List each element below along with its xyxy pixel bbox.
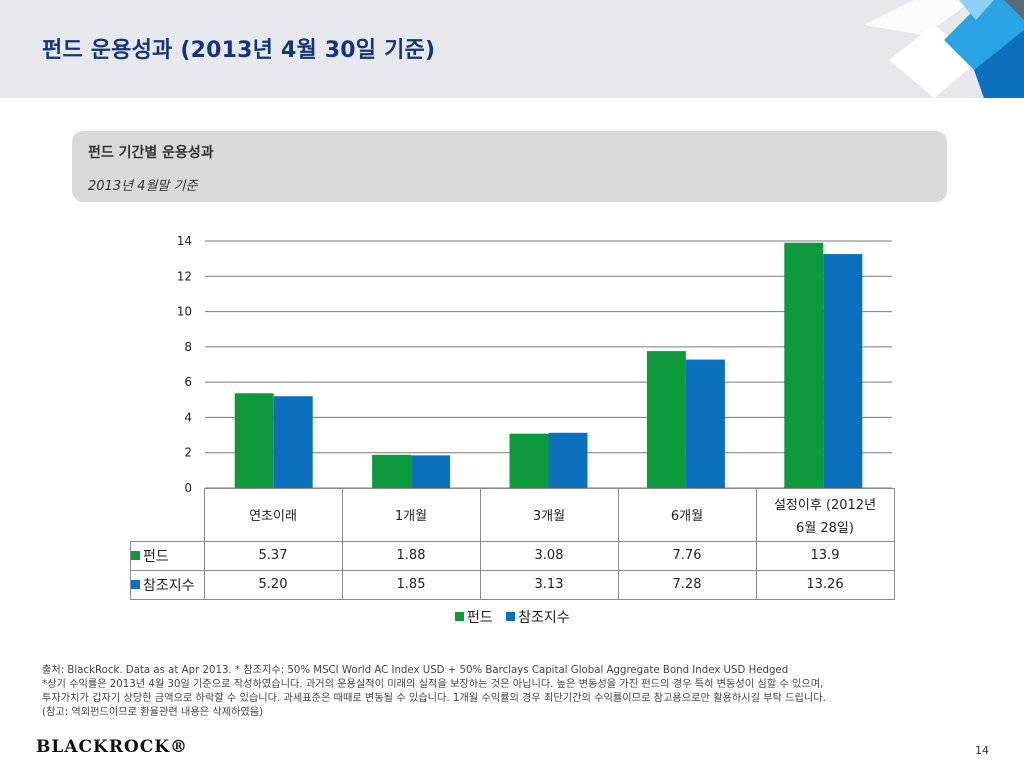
- bar-fund: [509, 433, 549, 488]
- bar-index: [411, 455, 451, 488]
- table-cell: 1.85: [341, 569, 481, 600]
- blackrock-logo: BLACKROCK®: [36, 737, 189, 757]
- footnote-line: *상기 수익률은 2013년 4월 30일 기준으로 작성하였습니다. 과거의 …: [42, 679, 824, 690]
- subtitle-panel: 펀드 기간별 운용성과 2013년 4월말 기준: [72, 131, 947, 202]
- table-cell: 1.88: [341, 540, 481, 571]
- legend-item-fund: 펀드: [455, 610, 493, 626]
- bar-index: [548, 432, 588, 488]
- table-cell: 5.20: [203, 569, 343, 600]
- fund-legend-icon: [455, 612, 464, 621]
- category-label: 연초이래: [249, 509, 297, 525]
- category-label: 3개월: [532, 509, 566, 525]
- table-header-cell: 설정이후 (2012년 6월 28일): [755, 488, 895, 542]
- y-tick-label: 4: [184, 410, 192, 424]
- bar-fund: [646, 351, 686, 488]
- category-label: 1개월: [394, 509, 428, 525]
- chart-legend: 펀드 참조지수: [455, 607, 570, 627]
- footnote-line: 투자가치가 갑자기 상당한 금액으로 하락할 수 있습니다. 과세표준은 때때로…: [42, 693, 826, 704]
- legend-item-index: 참조지수: [506, 610, 570, 626]
- category-label: 설정이후 (2012년: [773, 497, 877, 513]
- table-row-index: 참조지수 5.20 1.85 3.13 7.28 13.26: [130, 569, 895, 600]
- bar-index: [685, 359, 725, 488]
- performance-data-table: 연초이래 1개월 3개월 6개월 설정이후 (2012년 6월 28일) 펀드 5…: [130, 488, 895, 600]
- bar-index: [823, 254, 863, 488]
- index-swatch-icon: [131, 579, 140, 589]
- bar-fund: [372, 454, 412, 488]
- category-label: 6월 28일): [796, 520, 854, 536]
- table-cell: 5.37: [203, 540, 343, 571]
- table-row-fund: 펀드 5.37 1.88 3.08 7.76 13.9: [130, 540, 895, 571]
- table-cell: 7.28: [617, 569, 757, 600]
- slide-title: 펀드 운용성과 (2013년 4월 30일 기준): [42, 38, 436, 63]
- category-label: 6개월: [670, 509, 704, 525]
- y-tick-label: 8: [184, 340, 192, 354]
- row-label-fund: 펀드: [130, 540, 205, 571]
- table-header-cell: 3개월: [479, 488, 619, 542]
- decorative-shapes: [864, 0, 1024, 98]
- table-header-cell: 1개월: [341, 488, 481, 542]
- footnote-line: 출처: BlackRock. Data as at Apr 2013. * 참조…: [42, 665, 789, 676]
- panel-subtitle: 2013년 4월말 기준: [88, 179, 198, 194]
- y-tick-label: 2: [184, 446, 192, 460]
- table-cell: 13.9: [755, 540, 895, 571]
- table-cell: 3.08: [479, 540, 619, 571]
- y-tick-label: 0: [184, 481, 192, 495]
- index-legend-icon: [506, 612, 516, 621]
- table-header-cell: 연초이래: [203, 488, 343, 542]
- bar-index: [273, 396, 313, 488]
- table-header-row: 연초이래 1개월 3개월 6개월 설정이후 (2012년 6월 28일): [131, 488, 895, 542]
- table-corner-cell: [131, 489, 205, 542]
- y-tick-label: 10: [177, 305, 192, 319]
- fund-swatch-icon: [131, 550, 140, 560]
- table-cell: 3.13: [479, 569, 619, 600]
- bar-fund: [234, 393, 274, 488]
- table-cell: 13.26: [755, 569, 895, 600]
- slide-header: 펀드 운용성과 (2013년 4월 30일 기준): [0, 0, 1024, 98]
- footnote-line: (참고: 역외펀드이므로 환율관련 내용은 삭제하였음): [42, 707, 264, 718]
- page-number: 14: [975, 744, 989, 757]
- bar-fund: [784, 242, 824, 488]
- row-label-index: 참조지수: [130, 569, 205, 600]
- y-tick-label: 14: [177, 234, 192, 248]
- table-cell: 7.76: [617, 540, 757, 571]
- panel-title: 펀드 기간별 운용성과: [88, 145, 214, 161]
- y-tick-label: 6: [184, 375, 192, 389]
- y-tick-label: 12: [177, 269, 192, 283]
- table-header-cell: 6개월: [617, 488, 757, 542]
- footnote: 출처: BlackRock. Data as at Apr 2013. * 참조…: [42, 664, 1002, 720]
